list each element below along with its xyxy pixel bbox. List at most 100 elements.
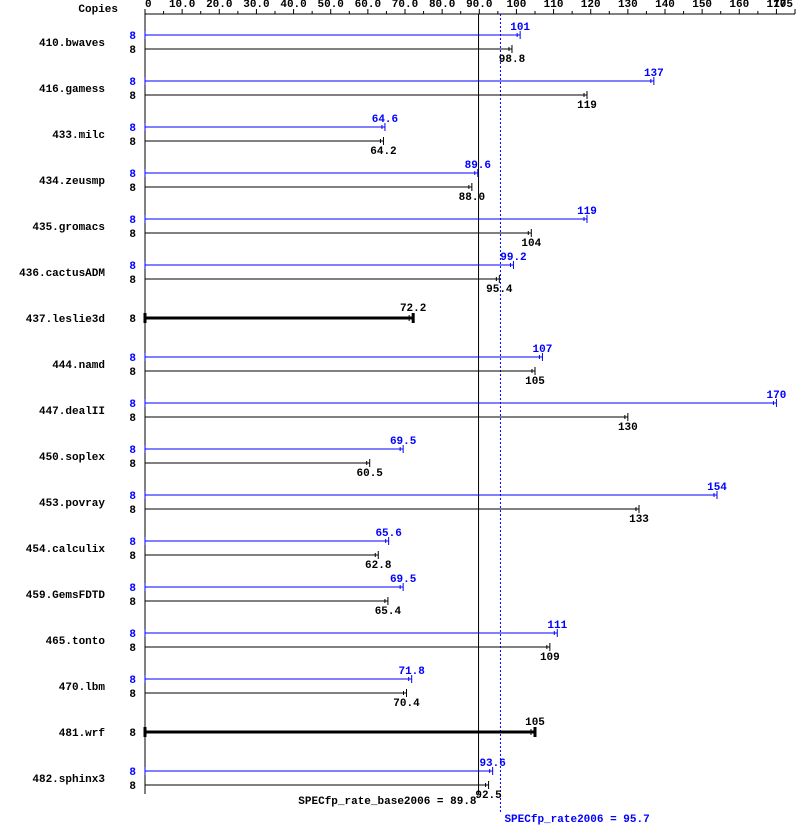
copies-value-base: 8: [129, 367, 136, 379]
copies-value-peak: 8: [129, 123, 136, 135]
value-label-base: 109: [540, 652, 560, 664]
benchmark-label: 450.soplex: [39, 452, 105, 464]
tick-label: 90.0: [466, 0, 492, 11]
benchmark-label: 453.povray: [39, 498, 105, 510]
copies-value-base: 8: [129, 781, 136, 793]
value-label-single: 72.2: [400, 303, 426, 315]
copies-value-base: 8: [129, 505, 136, 517]
copies-value-peak: 8: [129, 583, 136, 595]
value-label-peak: 69.5: [390, 574, 417, 586]
value-label-base: 95.4: [486, 284, 513, 296]
value-label-peak: 65.6: [375, 528, 401, 540]
tick-label: 160: [729, 0, 749, 11]
copies-value-peak: 8: [129, 629, 136, 641]
benchmark-label: 459.GemsFDTD: [26, 590, 106, 602]
value-label-peak: 89.6: [465, 160, 491, 172]
tick-label: 80.0: [429, 0, 455, 11]
value-label-peak: 154: [707, 482, 727, 494]
copies-value-base: 8: [129, 551, 136, 563]
value-label-base: 92.5: [475, 790, 502, 802]
value-label-peak: 93.6: [479, 758, 505, 770]
value-label-base: 104: [521, 238, 541, 250]
value-label-peak: 107: [533, 344, 553, 356]
copies-value-peak: 8: [129, 77, 136, 89]
copies-value-base: 8: [129, 413, 136, 425]
benchmark-label: 482.sphinx3: [32, 774, 105, 786]
copies-value-peak: 8: [129, 445, 136, 457]
copies-value-base: 8: [129, 275, 136, 287]
tick-label: 70.0: [392, 0, 418, 11]
copies-value-peak: 8: [129, 169, 136, 181]
copies-value-peak: 8: [129, 537, 136, 549]
tick-label: 30.0: [243, 0, 269, 11]
copies-value-base: 8: [129, 459, 136, 471]
tick-label: 0: [145, 0, 152, 11]
value-label-peak: 170: [767, 390, 787, 402]
benchmark-label: 437.leslie3d: [26, 314, 105, 326]
value-label-peak: 64.6: [372, 114, 398, 126]
benchmark-label: 436.cactusADM: [19, 268, 105, 280]
benchmark-label: 454.calculix: [26, 544, 106, 556]
value-label-base: 70.4: [393, 698, 420, 710]
value-label-peak: 101: [510, 22, 530, 34]
value-label-base: 88.0: [459, 192, 485, 204]
value-label-base: 133: [629, 514, 649, 526]
tick-label: 100: [507, 0, 527, 11]
copies-value: 8: [129, 314, 136, 326]
value-label-base: 105: [525, 376, 545, 388]
benchmark-label: 465.tonto: [46, 636, 106, 648]
value-label-base: 64.2: [370, 146, 396, 158]
benchmark-label: 434.zeusmp: [39, 176, 105, 188]
copies-value-base: 8: [129, 643, 136, 655]
value-label-base: 98.8: [499, 54, 526, 66]
tick-label: 50.0: [318, 0, 344, 11]
copies-value-peak: 8: [129, 767, 136, 779]
copies-value-base: 8: [129, 183, 136, 195]
benchmark-label: 435.gromacs: [32, 222, 105, 234]
copies-value-base: 8: [129, 229, 136, 241]
value-label-base: 119: [577, 100, 597, 112]
tick-label: 40.0: [280, 0, 306, 11]
value-label-peak: 111: [547, 620, 567, 632]
tick-label: 110: [544, 0, 564, 11]
tick-label: 60.0: [355, 0, 381, 11]
copies-value-base: 8: [129, 137, 136, 149]
spec-chart: Copies 0 10.0 20.0 30.0 40.0 50.0 60.0 70.0 80.0 9…: [0, 0, 799, 831]
value-label-peak: 71.8: [398, 666, 425, 678]
value-label-peak: 99.2: [500, 252, 526, 264]
benchmark-label: 444.namd: [52, 360, 105, 372]
benchmark-label: 410.bwaves: [39, 38, 105, 50]
copies-value-peak: 8: [129, 261, 136, 273]
benchmark-label: 447.dealII: [39, 406, 105, 418]
copies-value-base: 8: [129, 91, 136, 103]
copies-value-peak: 8: [129, 491, 136, 503]
value-label-single: 105: [525, 717, 545, 729]
tick-label: 10.0: [169, 0, 195, 11]
benchmark-label: 481.wrf: [59, 728, 106, 740]
value-label-base: 62.8: [365, 560, 392, 572]
benchmark-label: 470.lbm: [59, 682, 106, 694]
copies-header: Copies: [78, 4, 118, 16]
tick-label: 20.0: [206, 0, 232, 11]
summary-peak: SPECfp_rate2006 = 95.7: [504, 814, 649, 826]
benchmark-label: 433.milc: [52, 130, 105, 142]
copies-value-base: 8: [129, 689, 136, 701]
value-label-peak: 119: [577, 206, 597, 218]
copies-value-peak: 8: [129, 399, 136, 411]
value-label-peak: 137: [644, 68, 664, 80]
value-label-base: 130: [618, 422, 638, 434]
copies-value-peak: 8: [129, 31, 136, 43]
value-label-base: 65.4: [375, 606, 402, 618]
summary-base: SPECfp_rate_base2006 = 89.8: [298, 796, 477, 808]
value-label-peak: 69.5: [390, 436, 417, 448]
copies-value-peak: 8: [129, 215, 136, 227]
tick-label: 120: [581, 0, 601, 11]
tick-label: 175: [773, 0, 793, 11]
value-label-base: 60.5: [357, 468, 384, 480]
copies-value-peak: 8: [129, 353, 136, 365]
tick-label: 150: [692, 0, 712, 11]
tick-label: 140: [655, 0, 675, 11]
tick-label: 130: [618, 0, 638, 11]
benchmark-label: 416.gamess: [39, 84, 105, 96]
copies-value-base: 8: [129, 45, 136, 57]
